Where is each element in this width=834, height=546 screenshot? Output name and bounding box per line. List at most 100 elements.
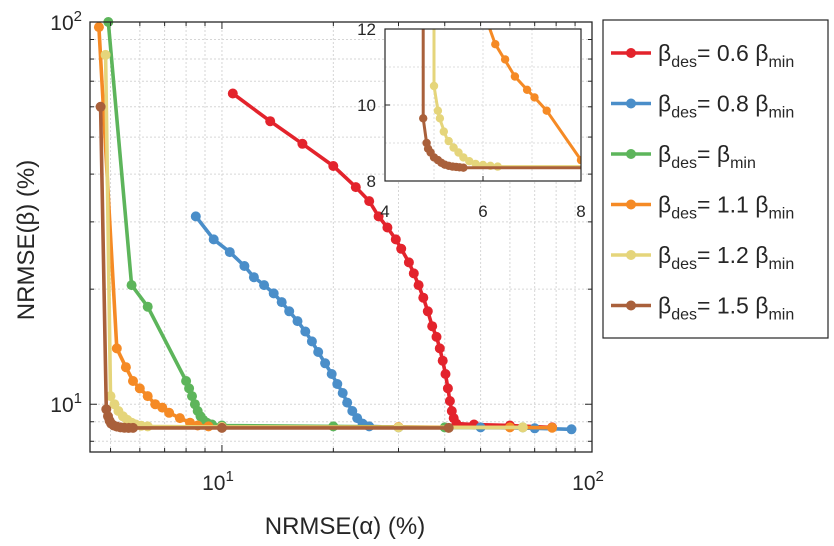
inset-data-point [433,106,443,115]
legend-item: βdes= 1.1 βmin [611,192,794,223]
inset-data-point [429,81,439,91]
y-tick-label: 102 [50,8,82,35]
data-point [427,321,438,332]
inset-data-point [500,55,510,64]
data-point [443,422,454,433]
legend-label: βdes= 1.2 βmin [658,242,794,273]
data-point [224,247,235,258]
data-point [350,182,361,193]
inset-data-point [459,163,468,172]
inset-data-point [439,127,448,136]
data-point [126,280,137,291]
data-point [208,234,219,245]
data-point [100,49,111,60]
data-point [390,234,401,245]
data-point [431,331,442,342]
data-point [364,196,375,207]
data-point [190,211,201,222]
legend-marker [626,199,636,210]
inset-data-point [491,40,500,49]
data-point [408,268,419,279]
data-point [373,211,384,222]
inset-ticks: 4 6 8 8 10 12 [357,20,586,221]
data-point [332,379,343,389]
data-point [313,347,324,357]
legend-marker [626,48,636,58]
legend-marker [626,300,636,311]
data-point [216,422,227,433]
data-point [566,424,577,435]
data-point [276,297,287,308]
inset-x-tick-label: 8 [576,202,585,221]
inset-x-tick-label: 6 [478,202,487,221]
inset-data-point [522,85,532,95]
inset-plot: 4 6 8 8 10 12 [357,20,586,221]
data-point [297,138,308,149]
inset-data-point [510,72,520,81]
data-point [292,316,303,327]
inset-y-tick-label: 8 [367,172,376,191]
data-point [413,280,424,291]
data-point [320,358,331,369]
data-point [326,369,337,379]
legend-label: βdes= 0.6 βmin [658,40,794,71]
data-point [227,88,238,99]
legend-items: βdes= 0.6 βmin βdes= 0.8 βmin βdes= βmin βd… [611,40,794,324]
legend-item: βdes= βmin [611,141,756,172]
data-point [128,376,138,386]
data-point [134,383,145,394]
inset-series [419,29,581,172]
inset-x-tick-label: 4 [380,202,389,221]
x-tick-label: 102 [572,468,604,495]
legend-label: βdes= βmin [658,141,756,172]
data-point [337,388,348,398]
legend-label: βdes= 1.1 βmin [658,192,794,223]
data-point [265,116,276,127]
data-point [259,280,270,291]
inset-data-point [471,159,480,169]
y-axis-label: NRMSE(β) (%) [13,160,40,320]
data-point [105,391,116,402]
legend-item: βdes= 0.6 βmin [611,40,794,71]
main-series [93,17,577,435]
data-point [444,396,455,406]
data-point [437,355,448,366]
legend-marker [626,250,636,260]
data-point [547,422,558,433]
data-point [300,326,311,337]
data-point [396,243,407,254]
data-point [187,391,197,402]
data-point [306,336,317,347]
data-point [239,261,250,271]
inset-data-point [542,106,551,115]
legend-marker [626,149,636,159]
data-point [111,343,122,354]
legend-label: βdes= 0.8 βmin [658,91,794,122]
inset-data-point [576,155,581,165]
data-point [418,292,429,303]
inset-data-point [435,114,445,123]
data-point [517,422,528,433]
main-ticks: 101 102 101 102 [50,8,604,495]
data-point [95,101,106,112]
data-point [93,22,104,33]
inset-data-point [419,114,428,123]
legend-item: βdes= 1.2 βmin [611,242,794,273]
data-point [347,406,358,416]
y-tick-label: 101 [50,390,82,417]
legend-label: βdes= 1.5 βmin [658,293,794,324]
inset-data-point [530,93,539,102]
main-axes-frame [89,21,593,453]
data-point [128,422,138,433]
data-point [342,397,353,408]
data-point [434,343,445,354]
data-point [157,402,168,413]
data-point [328,161,339,171]
data-point [174,413,185,424]
data-point [142,301,153,312]
legend-box [602,19,829,339]
legend-item: βdes= 1.5 βmin [611,293,794,324]
data-point [184,383,195,394]
